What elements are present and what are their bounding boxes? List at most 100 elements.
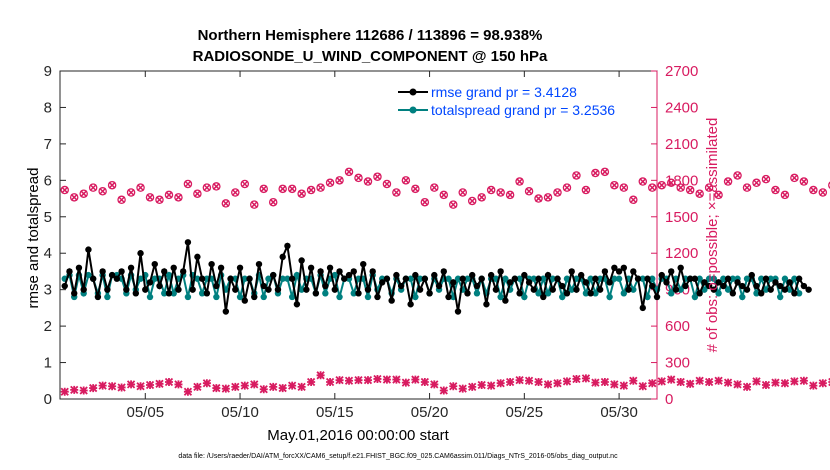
obs_possible_high-cross	[430, 184, 438, 192]
obs_possible_high-point	[572, 171, 581, 180]
obs_assimilated_low-point	[183, 387, 193, 396]
obs_assimilated_low-point	[742, 382, 752, 391]
obs_possible_high-point	[325, 178, 335, 188]
rmse-point	[620, 264, 628, 271]
obs_possible_high-cross	[392, 188, 400, 197]
rmse-point	[577, 271, 585, 279]
obs_possible_high-cross	[364, 178, 372, 186]
totalspread-point	[161, 290, 168, 297]
rmse-point	[369, 268, 376, 275]
rmse-point	[184, 239, 192, 246]
obs_possible_high-point	[562, 183, 572, 192]
plot-frame	[59, 70, 658, 400]
obs_possible_high-cross	[563, 184, 571, 192]
obs_assimilated_low-point	[306, 377, 316, 387]
obs_assimilated_low-point	[695, 376, 704, 385]
rmse-point	[611, 264, 618, 271]
obs_possible_high-point	[666, 178, 676, 188]
obs_possible_high-cross	[165, 191, 173, 199]
rmse-point	[426, 290, 433, 297]
totalspread-point	[587, 275, 594, 282]
x-tick-label: 05/20	[411, 404, 449, 421]
obs_possible_high-point	[69, 193, 79, 202]
obs_possible_high-point	[354, 173, 363, 183]
obs_assimilated_low-point	[657, 377, 666, 386]
obs_possible_high-point	[790, 173, 799, 183]
totalspread-point	[412, 293, 419, 301]
obs_assimilated_low-point	[524, 376, 534, 385]
obs_assimilated_low-point	[212, 383, 221, 393]
obs_possible_high-point	[496, 188, 505, 197]
obs_assimilated_low-point	[297, 382, 306, 391]
obs_possible_high-cross	[535, 195, 543, 203]
obs-assimilated-markers	[60, 371, 830, 396]
rmse-point	[686, 275, 694, 282]
rmse-point	[71, 290, 78, 297]
obs_possible_high-cross	[809, 186, 817, 194]
totalspread-point	[454, 275, 462, 282]
obs_possible_high-point	[145, 193, 155, 202]
rmse-point	[108, 271, 116, 279]
rmse-point	[544, 271, 552, 279]
rmse-point	[241, 297, 248, 304]
totalspread-point	[298, 286, 305, 293]
obs_assimilated_low-point	[155, 379, 164, 388]
obs_possible_high-cross	[137, 184, 145, 192]
rmse-point	[497, 268, 504, 275]
obs_assimilated_low-point	[401, 378, 411, 387]
obs_assimilated_low-point	[487, 381, 496, 390]
totalspread-point	[710, 275, 718, 282]
obs_assimilated_low-point	[136, 382, 145, 391]
rmse-point	[663, 279, 670, 286]
rmse-point	[705, 282, 713, 290]
obs_possible_high-cross	[402, 176, 410, 184]
rmse-point	[89, 275, 97, 282]
rmse-point	[407, 301, 414, 308]
rmse-point	[440, 268, 447, 275]
y-left-tick-label: 0	[44, 391, 52, 408]
obs_assimilated_low-point	[468, 382, 477, 391]
totalspread-point	[336, 293, 343, 301]
totalspread-point	[540, 275, 547, 282]
totalspread-point	[170, 290, 177, 297]
obs_possible_high-cross	[317, 184, 325, 192]
obs_assimilated_low-point	[581, 374, 591, 383]
rmse-point	[388, 297, 395, 304]
rmse-point	[416, 286, 424, 293]
obs_possible_high-cross	[762, 175, 770, 183]
obs_possible_high-point	[373, 172, 382, 181]
obs_possible_high-point	[107, 180, 117, 190]
obs_possible_high-point	[240, 179, 250, 189]
obs_possible_high-point	[363, 177, 373, 186]
rmse-point	[506, 279, 514, 286]
obs_possible_high-cross	[544, 193, 552, 201]
obs_possible_high-cross	[591, 169, 599, 177]
rmse-point	[606, 279, 613, 286]
rmse-point	[724, 275, 732, 282]
rmse-point	[653, 293, 661, 301]
rmse-point	[227, 275, 234, 282]
rmse-point	[137, 250, 144, 257]
obs_possible_high-point	[297, 189, 306, 198]
totalspread-point	[279, 275, 286, 282]
rmse-point	[364, 286, 372, 293]
rmse-point	[94, 293, 102, 301]
obs_possible_high-point	[259, 184, 268, 194]
totalspread-point	[331, 271, 339, 279]
x-tick-label: 05/05	[127, 404, 165, 421]
rmse-point	[791, 290, 798, 297]
obs_possible_high-cross	[203, 184, 211, 192]
totalspread-point	[288, 293, 296, 301]
rmse-point	[232, 286, 239, 293]
y-left-tick-label: 7	[44, 136, 52, 153]
rmse-point	[203, 290, 211, 297]
rmse-point	[753, 282, 760, 290]
rmse-series	[61, 239, 812, 315]
totalspread-point	[559, 293, 566, 301]
obs_possible_high-point	[136, 183, 145, 192]
rmse-point	[393, 271, 400, 279]
obs_assimilated_low-point	[325, 377, 335, 387]
rmse-point	[710, 286, 718, 293]
y-right-tick-label: 2700	[665, 63, 698, 80]
